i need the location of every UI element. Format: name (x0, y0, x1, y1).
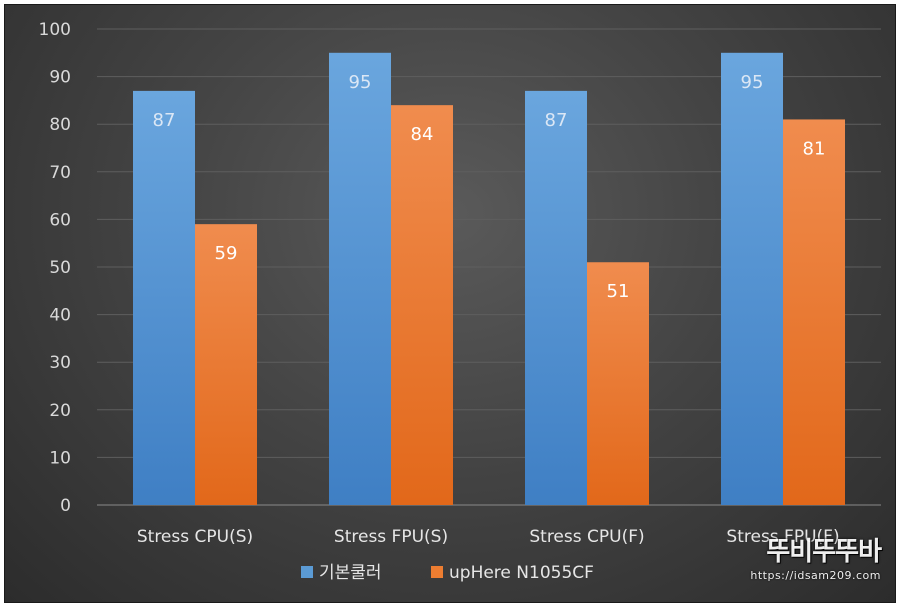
legend-swatch (301, 566, 313, 578)
bar-series2 (391, 105, 453, 505)
y-tick-label: 100 (39, 20, 71, 40)
x-category-label: Stress FPU(S) (334, 527, 448, 547)
data-labels: 87 59 95 84 87 51 95 81 (153, 72, 826, 302)
legend-swatch (431, 566, 443, 578)
watermark-url: https://idsam209.com (750, 569, 881, 582)
x-category-label: Stress FPU(F) (726, 527, 839, 547)
bar-series1 (329, 52, 391, 506)
legend-label: 기본쿨러 (319, 563, 382, 583)
y-tick-label: 90 (49, 68, 71, 88)
x-category-label: Stress CPU(F) (529, 527, 644, 547)
data-label: 84 (411, 124, 434, 145)
legend-label: upHere N1055CF (449, 563, 594, 583)
legend: 기본쿨러 upHere N1055CF (301, 563, 594, 583)
y-tick-label: 40 (49, 306, 71, 326)
data-label: 51 (607, 281, 630, 302)
chart-frame: 0 10 20 30 40 50 60 70 80 90 100 87 59 95 84 87 51 95 81 … (4, 4, 896, 603)
data-label: 95 (741, 72, 764, 93)
data-label: 95 (349, 72, 372, 93)
y-tick-label: 20 (49, 401, 71, 421)
y-tick-label: 30 (49, 353, 71, 373)
watermark: 뚜비뚜뚜바 https://idsam209.com (703, 536, 882, 592)
watermark-logo: 뚜비뚜뚜바 (766, 537, 882, 567)
x-axis-categories: Stress CPU(S) Stress FPU(S) Stress CPU(F) S… (137, 527, 840, 547)
bar-series1 (721, 52, 783, 506)
bar-series2 (783, 119, 845, 505)
y-tick-label: 0 (60, 496, 71, 516)
y-axis-ticks: 0 10 20 30 40 50 60 70 80 90 100 (39, 20, 71, 516)
y-tick-label: 60 (49, 210, 71, 230)
x-category-label: Stress CPU(S) (137, 527, 253, 547)
data-label: 87 (153, 110, 176, 131)
data-label: 59 (215, 243, 238, 264)
y-tick-label: 80 (49, 115, 71, 135)
y-tick-label: 50 (49, 258, 71, 278)
data-label: 81 (803, 138, 826, 159)
data-label: 87 (545, 110, 568, 131)
y-tick-label: 70 (49, 163, 71, 183)
bar-series1 (525, 90, 587, 505)
bar-series1 (133, 90, 195, 505)
bar-series2 (195, 224, 257, 505)
bar-series2 (587, 262, 649, 505)
bars (133, 52, 845, 506)
y-tick-label: 10 (49, 448, 71, 468)
